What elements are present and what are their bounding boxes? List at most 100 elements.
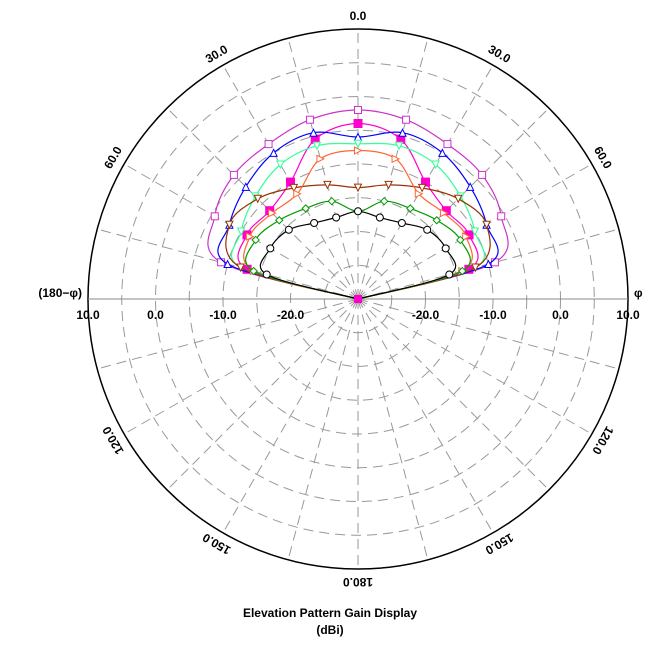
data-point xyxy=(384,180,393,190)
radial-tick-label: -10.0 xyxy=(479,308,507,322)
data-point xyxy=(445,270,454,279)
angle-tick-label: 0.0 xyxy=(350,9,367,23)
angle-tick-label: 180.0 xyxy=(343,575,373,589)
right-axis-label: φ xyxy=(634,286,643,300)
data-point xyxy=(354,106,362,114)
data-point xyxy=(236,263,245,273)
data-point xyxy=(431,160,440,170)
grid-spoke xyxy=(97,298,359,370)
center-point xyxy=(354,295,362,303)
data-point xyxy=(268,208,277,218)
radial-tick-label: 0.0 xyxy=(147,308,164,322)
angle-tick-label: 120.0 xyxy=(589,424,616,457)
data-point xyxy=(432,216,441,225)
series-3 xyxy=(217,128,499,300)
data-point xyxy=(423,225,432,234)
radial-tick-label: 10.0 xyxy=(76,308,100,322)
data-point xyxy=(354,146,363,155)
data-point xyxy=(439,208,449,218)
data-point xyxy=(465,182,475,191)
grid-spoke xyxy=(357,298,494,534)
left-axis-label: (180−φ) xyxy=(38,286,82,300)
data-point xyxy=(443,140,452,149)
angle-tick-label: 150.0 xyxy=(200,530,233,557)
radial-tick-label: -20.0 xyxy=(277,308,305,322)
series-1 xyxy=(207,106,509,300)
angle-tick-label: 120.0 xyxy=(99,424,126,457)
grid-spoke xyxy=(357,107,550,300)
grid-spoke xyxy=(166,107,359,300)
radial-tick-label: 10.0 xyxy=(616,308,640,322)
data-point xyxy=(262,270,271,279)
grid-spoke xyxy=(357,298,429,560)
data-point xyxy=(458,266,467,276)
data-point xyxy=(438,148,447,157)
data-point xyxy=(327,196,337,206)
data-point xyxy=(323,180,332,190)
data-point xyxy=(379,196,389,206)
data-point xyxy=(275,216,284,225)
data-point xyxy=(470,227,480,237)
data-point xyxy=(293,189,302,199)
data-point xyxy=(284,225,293,234)
data-point xyxy=(353,139,363,149)
data-point xyxy=(301,204,310,213)
data-point xyxy=(391,154,401,164)
data-point xyxy=(406,204,415,213)
data-point xyxy=(305,115,314,124)
data-point xyxy=(236,227,246,237)
data-point xyxy=(269,148,278,157)
radial-tick-label: -20.0 xyxy=(412,308,440,322)
data-point xyxy=(462,232,471,241)
chart-title: Elevation Pattern Gain Display (dBi) xyxy=(243,606,417,637)
data-point xyxy=(310,219,319,228)
data-point xyxy=(286,177,295,187)
data-point xyxy=(245,232,255,241)
data-point xyxy=(266,244,275,253)
data-point xyxy=(312,141,322,151)
data-point xyxy=(354,207,362,216)
angle-tick-label: 30.0 xyxy=(203,42,231,66)
grid-spoke xyxy=(357,298,619,370)
data-point xyxy=(253,194,263,204)
data-point xyxy=(332,213,341,222)
data-point xyxy=(210,212,219,221)
radial-tick-label: 0.0 xyxy=(552,308,569,322)
series-7 xyxy=(245,196,471,300)
data-point xyxy=(417,183,427,193)
data-point xyxy=(453,194,463,204)
data-point xyxy=(264,140,273,149)
data-point xyxy=(441,244,450,253)
data-point xyxy=(414,189,424,199)
data-point xyxy=(402,115,411,124)
grid-spoke xyxy=(287,298,359,560)
data-point xyxy=(225,220,234,230)
data-point xyxy=(484,259,493,269)
data-point xyxy=(456,235,465,245)
angle-tick-label: 30.0 xyxy=(486,42,514,66)
radial-tick-label: -10.0 xyxy=(209,308,237,322)
data-point xyxy=(223,259,232,269)
series-5 xyxy=(225,180,491,300)
grid-spoke xyxy=(357,298,593,435)
chart-title-line2: (dBi) xyxy=(316,623,343,637)
grid-spoke xyxy=(287,38,359,300)
data-point xyxy=(397,219,406,228)
data-point xyxy=(241,182,251,191)
data-point xyxy=(316,154,326,164)
data-point xyxy=(482,220,491,230)
chart-title-line1: Elevation Pattern Gain Display xyxy=(243,606,417,620)
data-point xyxy=(353,119,363,128)
angle-tick-label: 60.0 xyxy=(101,144,125,172)
data-point xyxy=(249,266,258,276)
grid-spoke xyxy=(357,38,429,300)
grid-spoke xyxy=(222,298,359,534)
data-point xyxy=(421,177,430,187)
data-point xyxy=(478,170,487,179)
grid-spoke xyxy=(357,298,550,491)
grid-spoke xyxy=(123,298,359,435)
data-point xyxy=(353,183,363,193)
angle-tick-label: 150.0 xyxy=(483,530,516,557)
